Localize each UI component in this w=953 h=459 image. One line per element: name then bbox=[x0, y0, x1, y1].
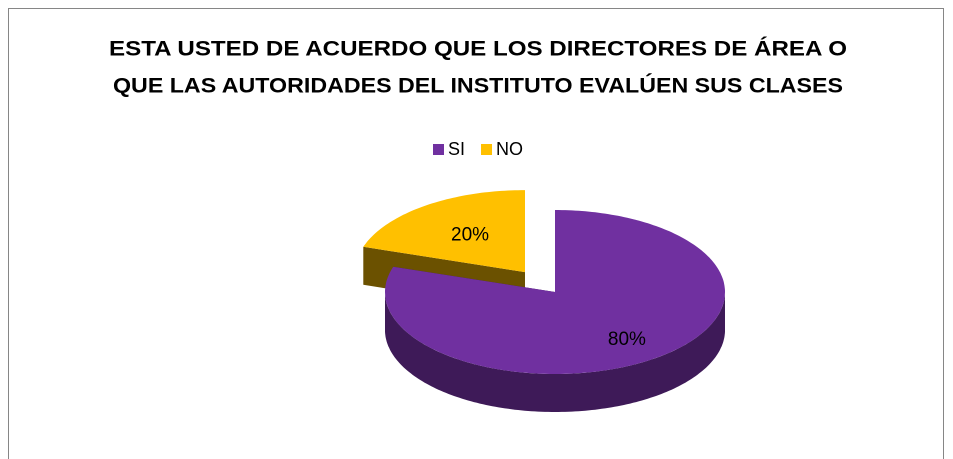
slice-top bbox=[363, 190, 525, 273]
slice-top bbox=[385, 210, 725, 374]
legend-swatch bbox=[481, 144, 493, 155]
legend-label: NO bbox=[496, 139, 523, 159]
data-label: 20% bbox=[451, 225, 489, 246]
pie-slice: 80% bbox=[385, 210, 725, 412]
slice-side bbox=[385, 292, 725, 412]
data-label: 80% bbox=[608, 329, 646, 350]
chart-title: QUE LAS AUTORIDADES DEL INSTITUTO EVALÚE… bbox=[113, 74, 843, 98]
legend-label: SI bbox=[448, 139, 465, 159]
chart-title: ESTA USTED DE ACUERDO QUE LOS DIRECTORES… bbox=[109, 38, 847, 61]
legend-swatch bbox=[433, 144, 444, 155]
